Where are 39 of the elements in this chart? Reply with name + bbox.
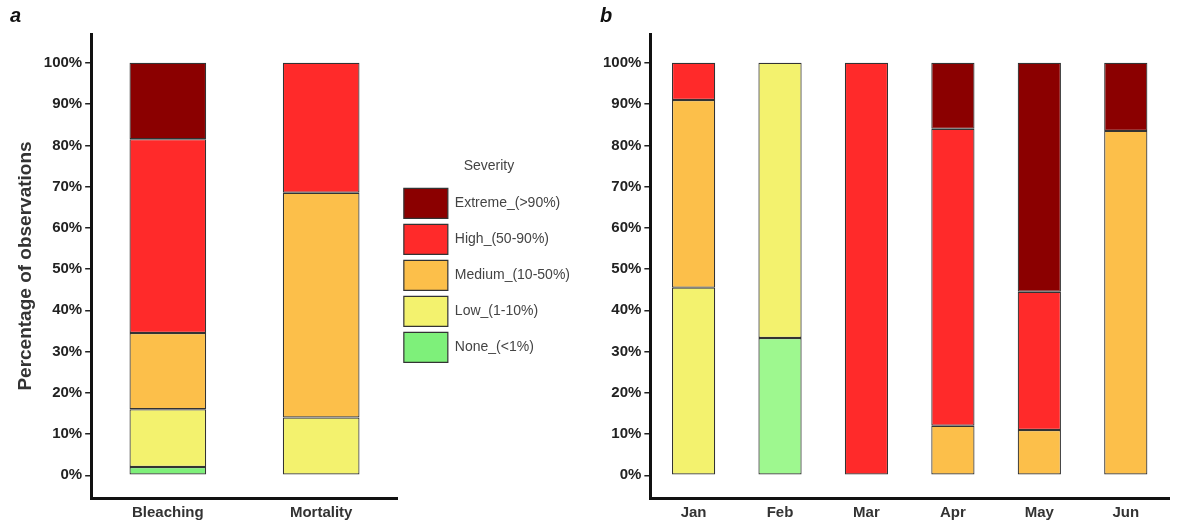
y-tick-label: 70%: [611, 176, 642, 194]
legend-label: Extreme_(>90%): [454, 194, 561, 211]
y-tick-label: 40%: [611, 300, 642, 318]
y-tick-label: 20%: [611, 382, 642, 400]
y-axis-title: Percentage of observations: [13, 141, 35, 391]
y-tick-label: 30%: [52, 341, 83, 359]
y-tick-label: 60%: [52, 217, 83, 235]
x-tick-label: Feb: [766, 503, 794, 521]
legend-label: Low_(1-10%): [454, 302, 539, 319]
y-tick-label: 30%: [611, 341, 642, 359]
y-tick-label: 80%: [52, 135, 83, 153]
y-tick-label: 100%: [43, 53, 83, 71]
legend-label: Medium_(10-50%): [454, 266, 571, 283]
x-tick-label: Jun: [1112, 503, 1140, 521]
y-tick-label: 40%: [52, 300, 83, 318]
y-tick-label: 80%: [611, 135, 642, 153]
x-tick-label: Mar: [853, 503, 880, 521]
chart-title: b: [600, 3, 613, 26]
x-tick-label: Bleaching: [131, 503, 204, 521]
y-tick-label: 90%: [611, 94, 642, 112]
y-tick-label: 20%: [52, 382, 83, 400]
legend-title: Severity: [463, 157, 515, 174]
y-tick-label: 50%: [611, 259, 642, 277]
y-tick-label: 90%: [52, 94, 83, 112]
x-tick-label: Mortality: [289, 503, 354, 521]
y-tick-label: 70%: [52, 176, 83, 194]
x-tick-label: Apr: [939, 503, 966, 521]
y-tick-label: 10%: [611, 424, 642, 442]
y-tick-label: 50%: [52, 259, 83, 277]
y-tick-label: 0%: [619, 465, 642, 483]
y-tick-label: 100%: [602, 53, 642, 71]
y-tick-label: 60%: [611, 217, 642, 235]
y-tick-label: 0%: [60, 465, 83, 483]
x-tick-label: Jan: [680, 503, 707, 521]
legend-label: None_(<1%): [454, 338, 534, 355]
x-tick-label: May: [1024, 503, 1055, 521]
chart-title: a: [10, 3, 22, 26]
y-tick-label: 10%: [52, 424, 83, 442]
legend-label: High_(50-90%): [454, 230, 550, 247]
